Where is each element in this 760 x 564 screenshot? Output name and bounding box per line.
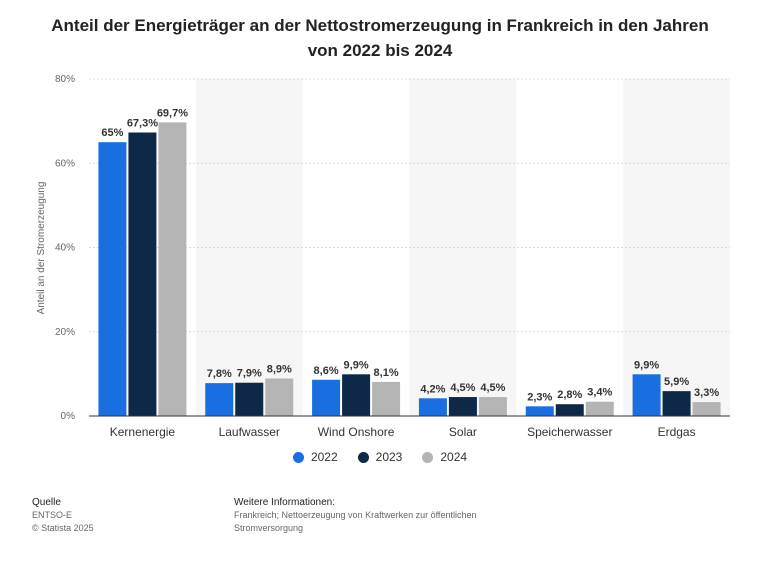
x-category-label: Wind Onshore xyxy=(318,425,395,439)
data-label: 3,3% xyxy=(694,387,719,399)
bar-2023-wind-onshore[interactable] xyxy=(342,374,371,416)
copyright-text[interactable]: © Statista 2025 xyxy=(32,523,94,533)
data-label: 65% xyxy=(101,127,123,139)
gridlines xyxy=(89,78,730,333)
data-label: 7,9% xyxy=(237,368,262,380)
legend-marker-2023 xyxy=(357,451,369,463)
data-label: 7,8% xyxy=(207,368,232,380)
bar-chart: 0% 20% 40% 60% 80% Anteil an der Stromerzeug… xyxy=(36,74,730,439)
source-text[interactable]: ENTSO-E xyxy=(32,510,73,520)
data-label: 8,1% xyxy=(374,367,399,379)
bars xyxy=(98,122,721,417)
y-tick-label: 60% xyxy=(55,158,75,169)
x-category-label: Solar xyxy=(449,425,477,439)
legend-item-2022[interactable]: 2022 xyxy=(292,450,338,464)
data-label: 4,5% xyxy=(480,382,505,394)
legend: 2022 2023 2024 xyxy=(0,450,760,464)
data-label: 9,9% xyxy=(344,359,369,371)
x-category-label: Erdgas xyxy=(658,425,696,439)
data-labels: 65% 67,3%69,7% 7,8% 7,9% 8,9% 8,6% 9,9% 8,1% 4,2… xyxy=(101,107,719,403)
data-label: 2,3% xyxy=(527,391,552,403)
bar-2022-solar[interactable] xyxy=(418,398,447,416)
bar-2022-speicherwasser[interactable] xyxy=(525,406,554,416)
category-band xyxy=(623,79,730,416)
bar-2023-solar[interactable] xyxy=(448,397,477,416)
source-block: Quelle ENTSO-E © Statista 2025 xyxy=(32,496,94,535)
bar-2022-kernenergie[interactable] xyxy=(98,142,127,416)
data-label: 4,5% xyxy=(450,382,475,394)
y-axis-ticks: 0% 20% 40% 60% 80% xyxy=(55,74,75,422)
legend-item-2023[interactable]: 2023 xyxy=(357,450,403,464)
y-tick-label: 40% xyxy=(55,243,75,254)
bar-2024-laufwasser[interactable] xyxy=(265,378,294,416)
info-block: Weitere Informationen: Frankreich; Netto… xyxy=(234,496,534,535)
legend-marker-2022 xyxy=(292,451,304,463)
x-category-label: Kernenergie xyxy=(110,425,176,439)
data-label: 67,3% xyxy=(127,117,158,129)
data-label: 2,8% xyxy=(557,389,582,401)
y-tick-label: 80% xyxy=(55,74,75,85)
chart-title-line-2: von 2022 bis 2024 xyxy=(307,41,453,60)
source-heading: Quelle xyxy=(32,497,61,508)
bar-2023-speicherwasser[interactable] xyxy=(555,404,584,416)
data-label: 69,7% xyxy=(157,107,188,119)
data-label: 5,9% xyxy=(664,376,689,388)
bar-2023-kernenergie[interactable] xyxy=(128,132,157,416)
y-axis-label: Anteil an der Stromerzeugung xyxy=(36,182,47,315)
x-category-label: Laufwasser xyxy=(219,425,280,439)
bar-2024-erdgas[interactable] xyxy=(692,402,721,416)
bar-2023-erdgas[interactable] xyxy=(662,391,691,416)
data-label: 4,2% xyxy=(420,383,445,395)
data-label: 3,4% xyxy=(587,387,612,399)
bar-2022-laufwasser[interactable] xyxy=(205,383,234,416)
legend-marker-2024 xyxy=(422,451,434,463)
chart-title-line-1: Anteil der Energieträger an der Nettostr… xyxy=(51,16,709,35)
data-label: 9,9% xyxy=(634,359,659,371)
info-heading: Weitere Informationen: xyxy=(234,497,335,508)
bar-2024-solar[interactable] xyxy=(478,397,507,416)
bar-2024-wind-onshore[interactable] xyxy=(372,381,401,416)
data-label: 8,6% xyxy=(314,365,339,377)
legend-item-2024[interactable]: 2024 xyxy=(422,450,467,464)
bar-2024-kernenergie[interactable] xyxy=(158,122,187,417)
y-tick-label: 0% xyxy=(61,411,76,422)
bar-2022-erdgas[interactable] xyxy=(632,374,661,416)
legend-label-2022: 2022 xyxy=(310,450,338,464)
chart-title: Anteil der Energieträger an der Nettostr… xyxy=(40,13,720,63)
category-bands xyxy=(195,79,730,416)
legend-label-2024: 2024 xyxy=(440,450,468,464)
category-labels: Kernenergie Laufwasser Wind Onshore Solar Sp… xyxy=(110,425,696,439)
data-label: 8,9% xyxy=(267,364,292,376)
bar-2023-laufwasser[interactable] xyxy=(235,382,264,416)
legend-label-2023: 2023 xyxy=(375,450,403,464)
info-text: Frankreich; Nettoerzeugung von Kraftwerk… xyxy=(234,510,477,533)
bar-2022-wind-onshore[interactable] xyxy=(312,379,341,416)
y-tick-label: 20% xyxy=(55,327,75,338)
bar-2024-speicherwasser[interactable] xyxy=(585,401,614,416)
x-category-label: Speicherwasser xyxy=(527,425,612,439)
